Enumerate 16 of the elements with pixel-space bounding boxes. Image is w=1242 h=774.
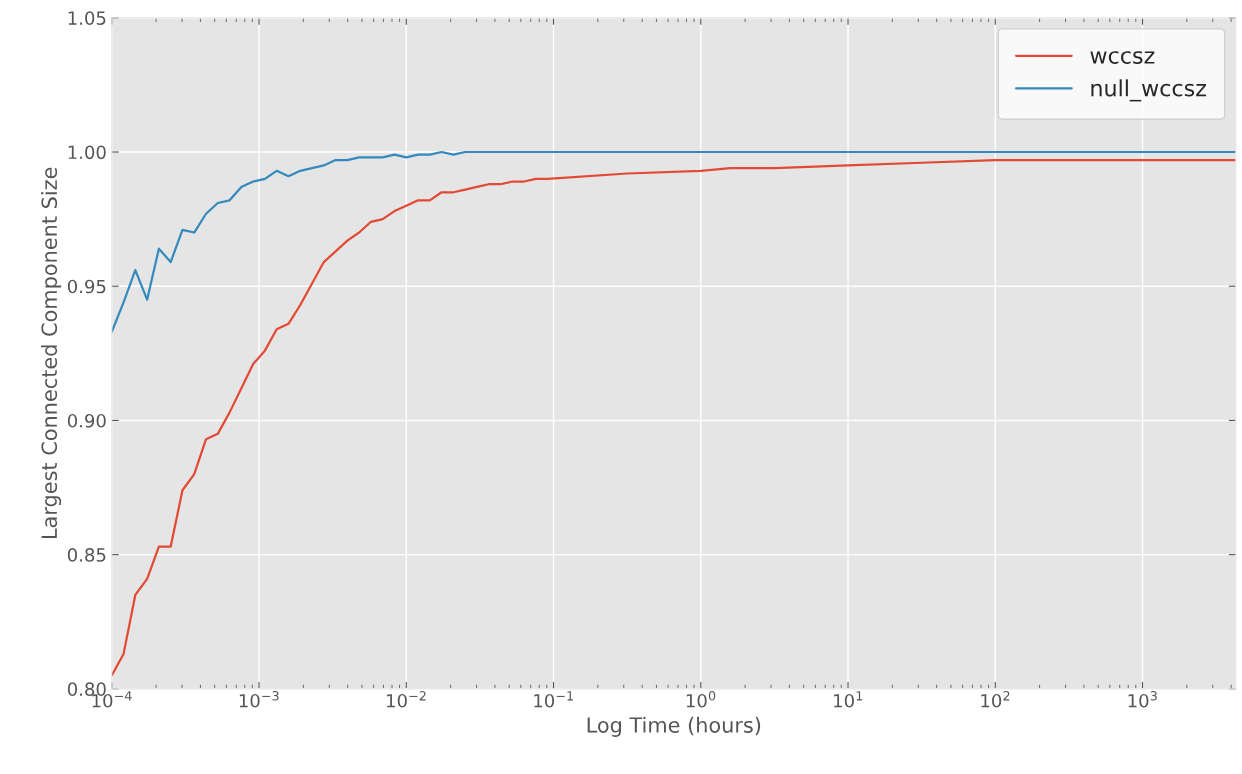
y-tick-label: 0.90: [67, 413, 106, 428]
x-tick-label: 10$^{2}$: [981, 691, 1010, 708]
x-tick-label: 10$^{−2}$: [387, 691, 426, 708]
x-tick-label: 10$^{0}$: [686, 691, 716, 708]
y-tick-label: 0.85: [67, 548, 106, 562]
legend-label: wccsz: [1090, 51, 1155, 64]
y-tick-label: 1.05: [68, 11, 106, 25]
legend-label: null_wccsz: [1091, 79, 1206, 102]
x-tick-label: 10$^{−3}$: [239, 691, 279, 708]
x-axis-title: Log Time (hours): [587, 716, 761, 737]
y-tick-label: 1.00: [68, 145, 106, 160]
x-tick-label: 10$^{1}$: [834, 691, 863, 708]
y-tick-label: 0.95: [67, 279, 106, 294]
x-tick-label: 10$^{3}$: [1128, 691, 1157, 708]
y-axis-title: Largest Connected Component Size: [41, 167, 62, 538]
x-tick-label: 10$^{−1}$: [534, 691, 573, 708]
